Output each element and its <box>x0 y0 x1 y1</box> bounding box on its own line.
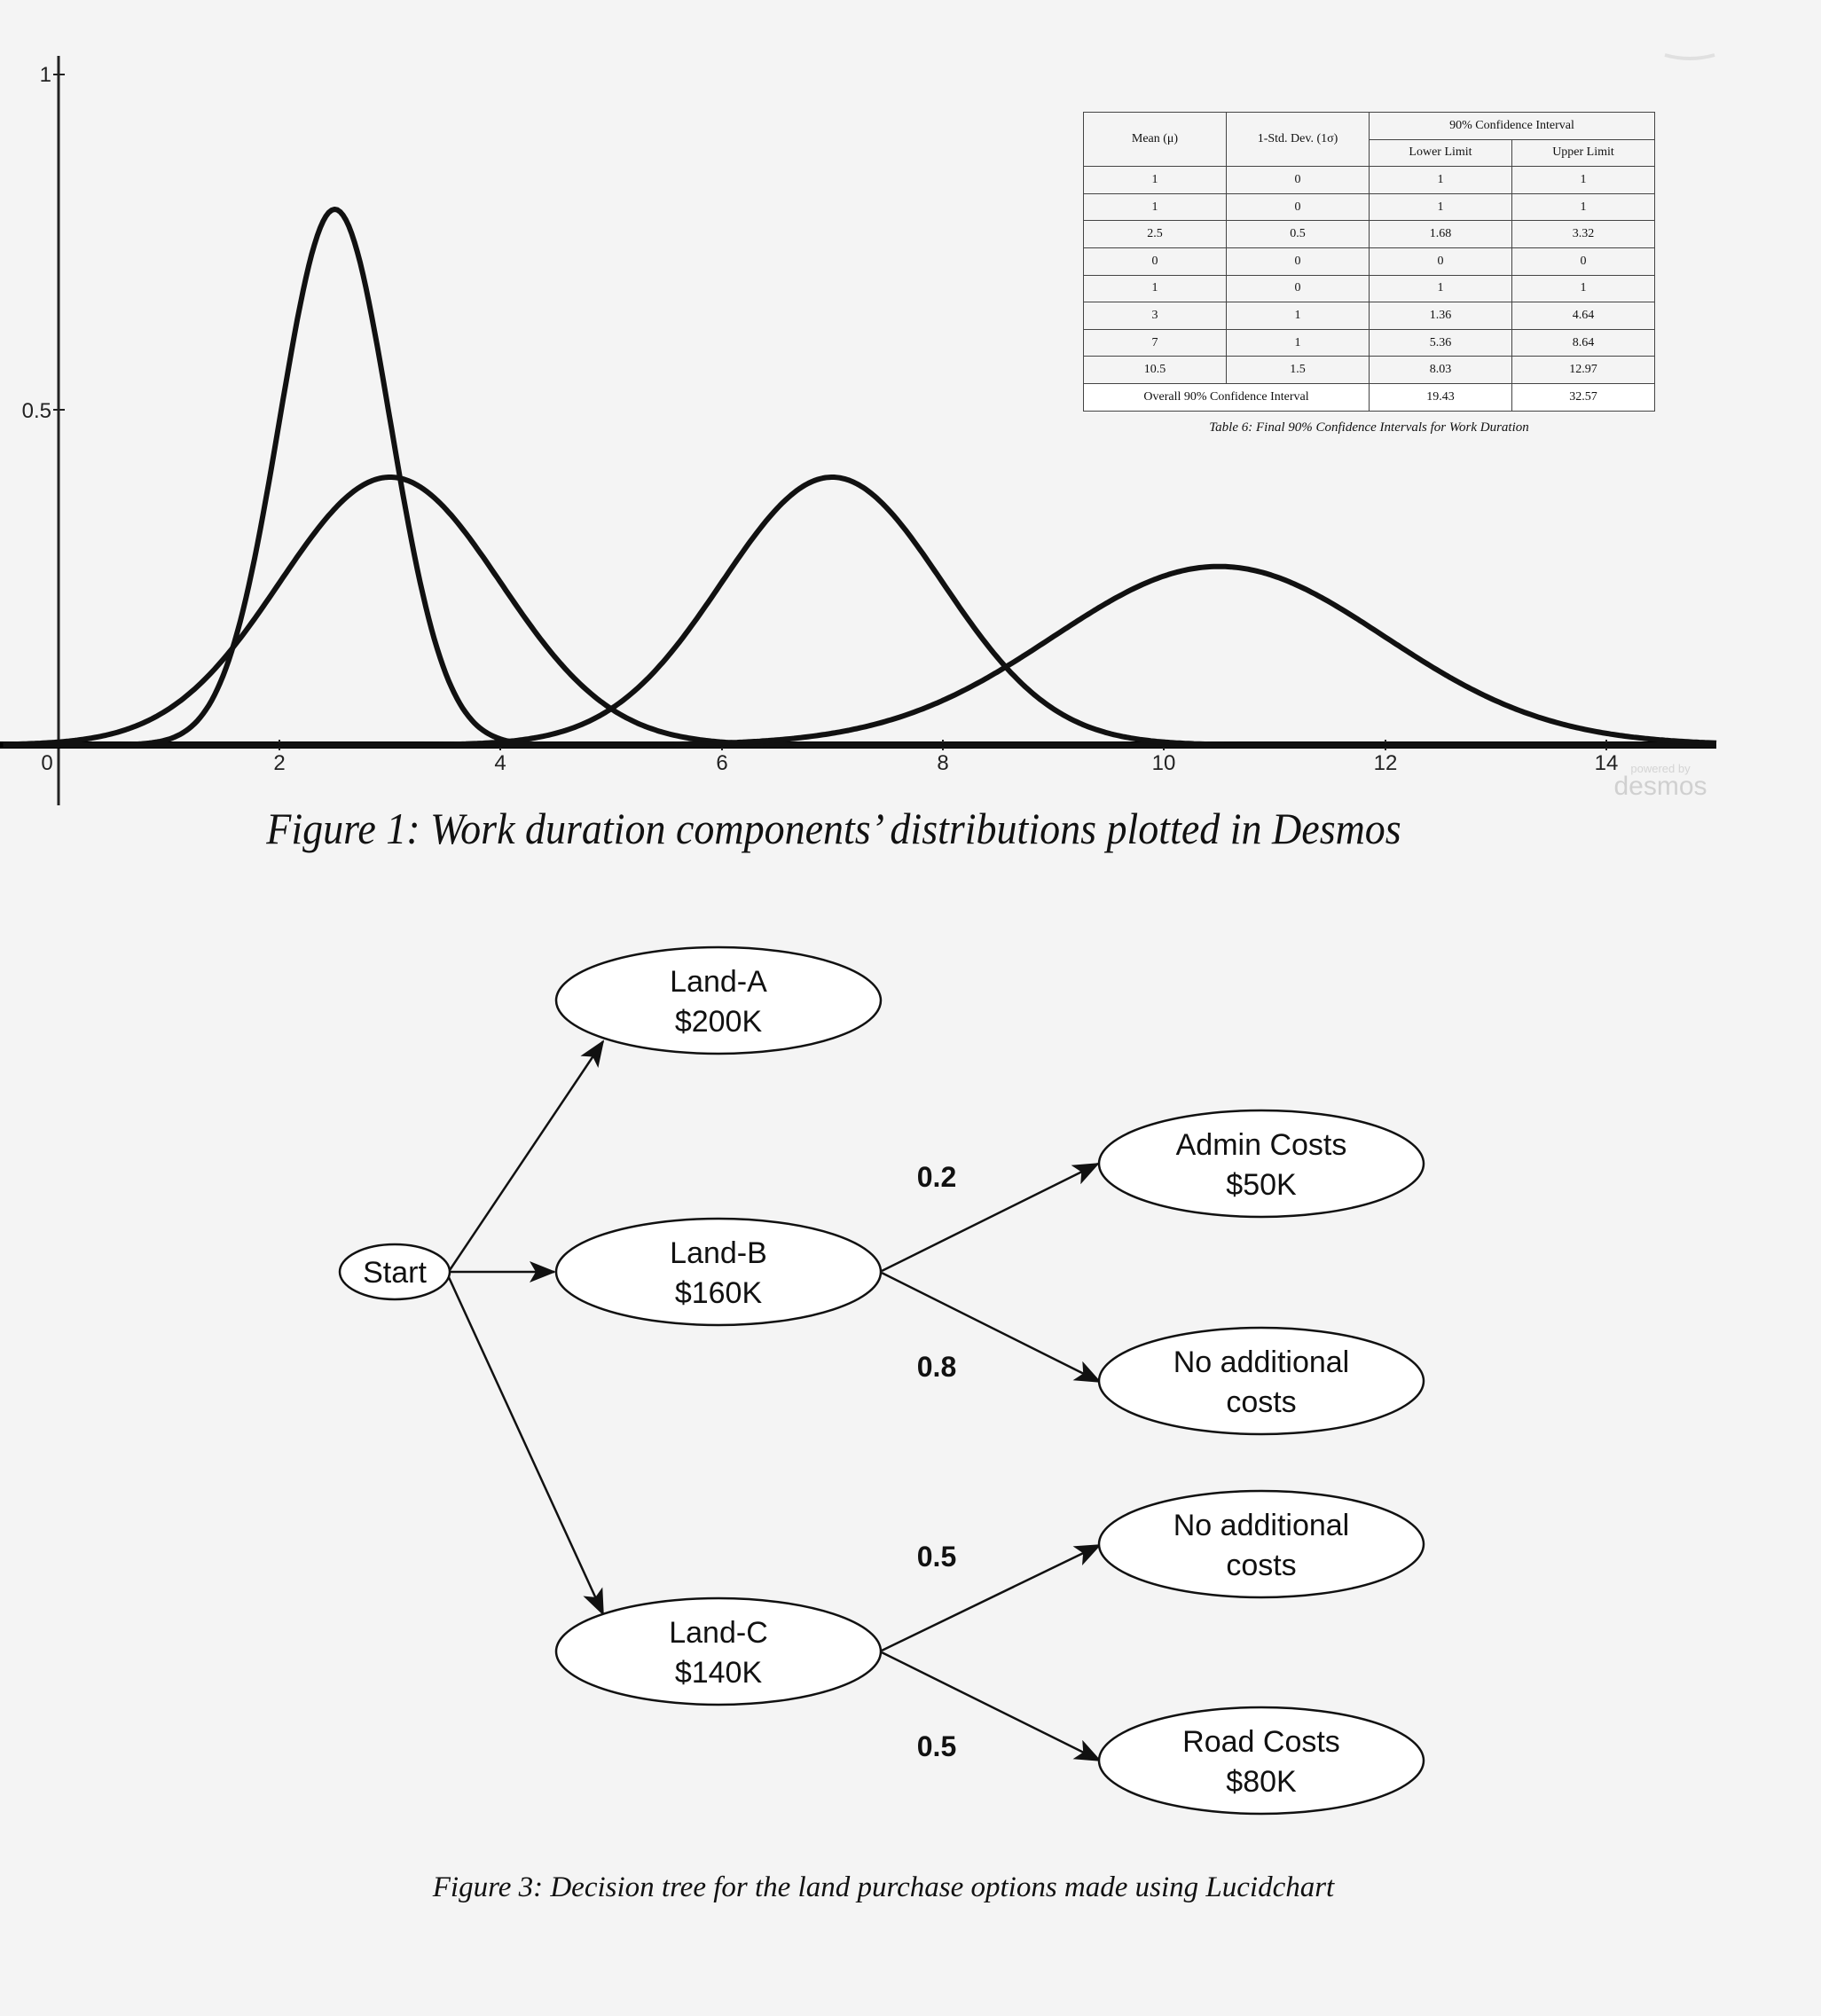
svg-text:Road Costs: Road Costs <box>1182 1725 1340 1759</box>
node-land-b: Land-B $160K <box>554 1217 883 1327</box>
prob-noadd-b: 0.8 <box>917 1351 956 1383</box>
node-land-a: Land-A $200K <box>554 945 883 1055</box>
total-label: Overall 90% Confidence Interval <box>1083 382 1370 412</box>
node-land-c: Land-C $140K <box>554 1596 883 1706</box>
table-row: 7 1 5.36 8.64 <box>1083 328 1655 357</box>
svg-text:14: 14 <box>1595 751 1619 775</box>
header-ci-group: 90% Confidence Interval <box>1369 112 1655 140</box>
desmos-watermark-small: powered by <box>1630 762 1691 775</box>
header-std-dev: 1-Std. Dev. (1σ) <box>1226 111 1370 168</box>
table-caption: Table 6: Final 90% Confidence Intervals … <box>1209 420 1529 435</box>
node-road-costs: Road Costs $80K <box>1097 1706 1425 1816</box>
decision-tree: Start Land-A $200K Land-B $160K Land-C $… <box>338 945 1425 1816</box>
edge-land-c-road <box>881 1651 1102 1762</box>
figure3-caption: Figure 3: Decision tree for the land pur… <box>432 1871 1335 1903</box>
svg-text:No additional: No additional <box>1173 1345 1349 1379</box>
svg-text:Land-C: Land-C <box>669 1616 768 1650</box>
svg-text:$140K: $140K <box>675 1656 763 1690</box>
svg-text:$50K: $50K <box>1226 1168 1297 1202</box>
svg-text:6: 6 <box>716 751 727 775</box>
svg-text:Admin Costs: Admin Costs <box>1176 1128 1347 1162</box>
svg-text:4: 4 <box>494 751 506 775</box>
node-admin-costs: Admin Costs $50K <box>1097 1109 1425 1219</box>
table-total-row: Overall 90% Confidence Interval 19.43 32… <box>1083 382 1655 412</box>
y-tick-label: 0.5 <box>22 399 51 423</box>
edge-land-c-noadd <box>881 1543 1102 1652</box>
svg-text:$160K: $160K <box>675 1276 763 1310</box>
tree-edges <box>446 1039 1102 1762</box>
svg-text:costs: costs <box>1226 1549 1296 1582</box>
table-row: 10.5 1.5 8.03 12.97 <box>1083 356 1655 384</box>
panel-handle[interactable] <box>1664 53 1715 60</box>
desmos-logo: desmos <box>1613 772 1707 801</box>
total-upper: 32.57 <box>1511 382 1655 412</box>
edge-land-b-admin <box>881 1162 1100 1273</box>
header-upper-limit: Upper Limit <box>1511 138 1655 168</box>
edge-land-b-noadd <box>881 1271 1102 1384</box>
svg-text:0: 0 <box>41 751 52 775</box>
node-no-additional-costs-c: No additional costs <box>1097 1489 1425 1599</box>
svg-text:Land-B: Land-B <box>670 1236 767 1270</box>
prob-admin: 0.2 <box>917 1161 956 1193</box>
svg-text:2: 2 <box>273 751 285 775</box>
svg-text:Land-A: Land-A <box>670 965 767 999</box>
svg-text:8: 8 <box>937 751 948 775</box>
header-mean: Mean (μ) <box>1083 111 1227 168</box>
total-lower: 19.43 <box>1369 382 1512 412</box>
desmos-plot: 1 0.5 0 2 4 6 8 10 12 14 powered by desm… <box>0 53 1717 805</box>
svg-text:$200K: $200K <box>675 1005 763 1039</box>
svg-text:$80K: $80K <box>1226 1765 1297 1799</box>
prob-noadd-c: 0.5 <box>917 1541 956 1573</box>
svg-text:No additional: No additional <box>1173 1509 1349 1542</box>
header-lower-limit: Lower Limit <box>1369 138 1512 168</box>
table-row: 2.5 0.5 1.68 3.32 <box>1083 220 1655 248</box>
distribution-curves <box>3 207 1717 748</box>
confidence-interval-table: Mean (μ) 1-Std. Dev. (1σ) 90% Confidence… <box>1083 111 1655 412</box>
curve-n-10-5-1-5- <box>3 563 1717 748</box>
svg-text:10: 10 <box>1152 751 1176 775</box>
figure1-caption: Figure 1: Work duration components’ dist… <box>266 804 1401 853</box>
edge-start-land-c <box>446 1275 605 1616</box>
svg-text:12: 12 <box>1374 751 1398 775</box>
edge-start-land-a <box>448 1039 605 1271</box>
prob-road: 0.5 <box>917 1730 956 1762</box>
svg-text:Start: Start <box>363 1256 427 1290</box>
table-row: 3 1 1.36 4.64 <box>1083 302 1655 330</box>
node-no-additional-costs-b: No additional costs <box>1097 1326 1425 1436</box>
node-start: Start <box>338 1243 451 1301</box>
x-tick-labels: 0 2 4 6 8 10 12 14 <box>41 751 1618 775</box>
svg-text:costs: costs <box>1226 1385 1296 1419</box>
y-tick-label: 1 <box>40 63 51 87</box>
